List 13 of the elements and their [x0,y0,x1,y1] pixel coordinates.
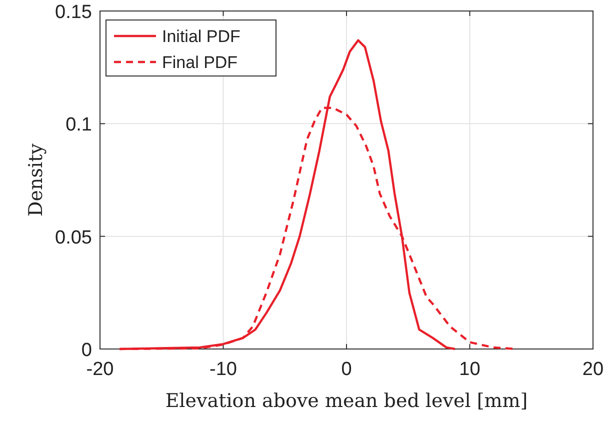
x-tick-label: 10 [459,359,480,380]
y-tick-label: 0.1 [66,114,92,136]
legend-label: Initial PDF [162,27,240,46]
y-tick-label: 0.05 [55,227,92,248]
x-tick-label: -20 [86,359,114,380]
y-tick-label: 0.15 [55,2,92,23]
legend-label: Final PDF [162,53,238,72]
y-axis-title: Density [25,143,47,216]
y-tick-label: 0 [81,340,92,361]
x-tick-label: 0 [341,359,352,380]
x-axis-title: Elevation above mean bed level [mm] [165,390,528,412]
x-tick-label: -10 [210,359,237,380]
x-tick-label: 20 [582,359,604,380]
